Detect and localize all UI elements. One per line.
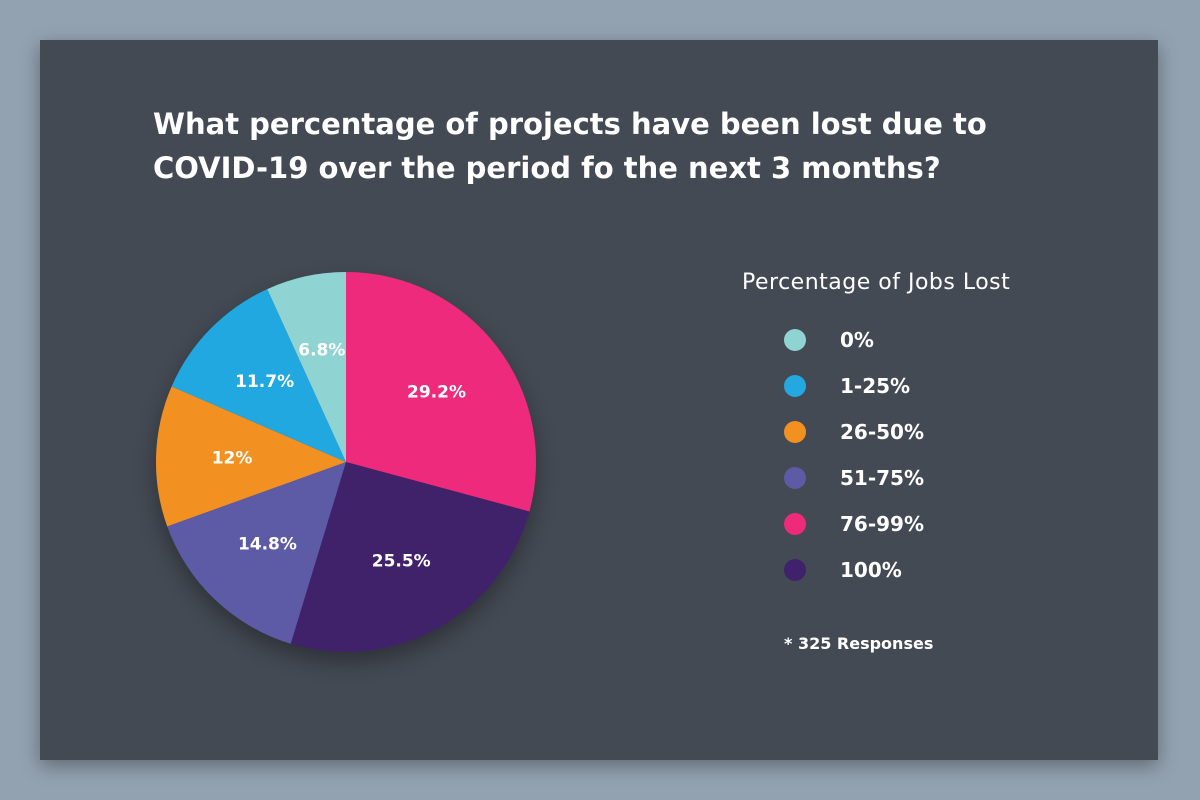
pie-chart: 29.2% 25.5% 14.8% 12% 11.7%6.8% <box>156 272 537 652</box>
pie-slice-label-0: 6.8% <box>298 341 345 361</box>
pie-slice-label-5: 25.5% <box>372 552 431 572</box>
pie-slice-label-3: 14.8% <box>238 535 297 555</box>
legend-item-2: 26-50% <box>784 421 924 467</box>
pie-slice-3 <box>167 462 346 644</box>
pie-slice-0 <box>267 272 346 462</box>
legend-label-2: 26-50% <box>840 420 925 444</box>
legend-item-1: 1-25% <box>784 375 924 421</box>
pie-slice-2 <box>156 386 346 527</box>
legend-item-5: 100% <box>784 559 924 605</box>
legend-label-4: 76-99% <box>840 512 925 536</box>
chart-title: What percentage of projects have been lo… <box>153 107 987 185</box>
legend-swatch-2 <box>784 421 806 443</box>
chart-card: What percentage of projects have been lo… <box>40 40 1158 760</box>
legend-swatch-5 <box>784 559 806 581</box>
legend-title: Percentage of Jobs Lost <box>742 270 1011 295</box>
legend-item-0: 0% <box>784 329 924 375</box>
pie-slice-1 <box>171 289 346 462</box>
pie-slice-5 <box>290 462 530 652</box>
pie-slice-label-4: 29.2% <box>407 383 466 403</box>
legend-swatch-1 <box>784 375 806 397</box>
legend-label-0: 0% <box>840 328 874 352</box>
legend-label-3: 51-75% <box>840 466 925 490</box>
legend-label-5: 100% <box>840 558 902 582</box>
legend-swatch-3 <box>784 467 806 489</box>
pie-slice-4 <box>346 272 537 512</box>
legend-item-4: 76-99% <box>784 513 924 559</box>
legend: 0% 1-25% 26-50% 51-75% 76-99% 100% <box>784 329 924 605</box>
response-count-note: * 325 Responses <box>784 634 934 653</box>
legend-swatch-0 <box>784 329 806 351</box>
legend-item-3: 51-75% <box>784 467 924 513</box>
legend-label-1: 1-25% <box>840 374 911 398</box>
pie-slice-label-2: 12% <box>212 448 253 468</box>
pie-slice-label-1: 11.7% <box>235 372 294 392</box>
legend-swatch-4 <box>784 513 806 535</box>
